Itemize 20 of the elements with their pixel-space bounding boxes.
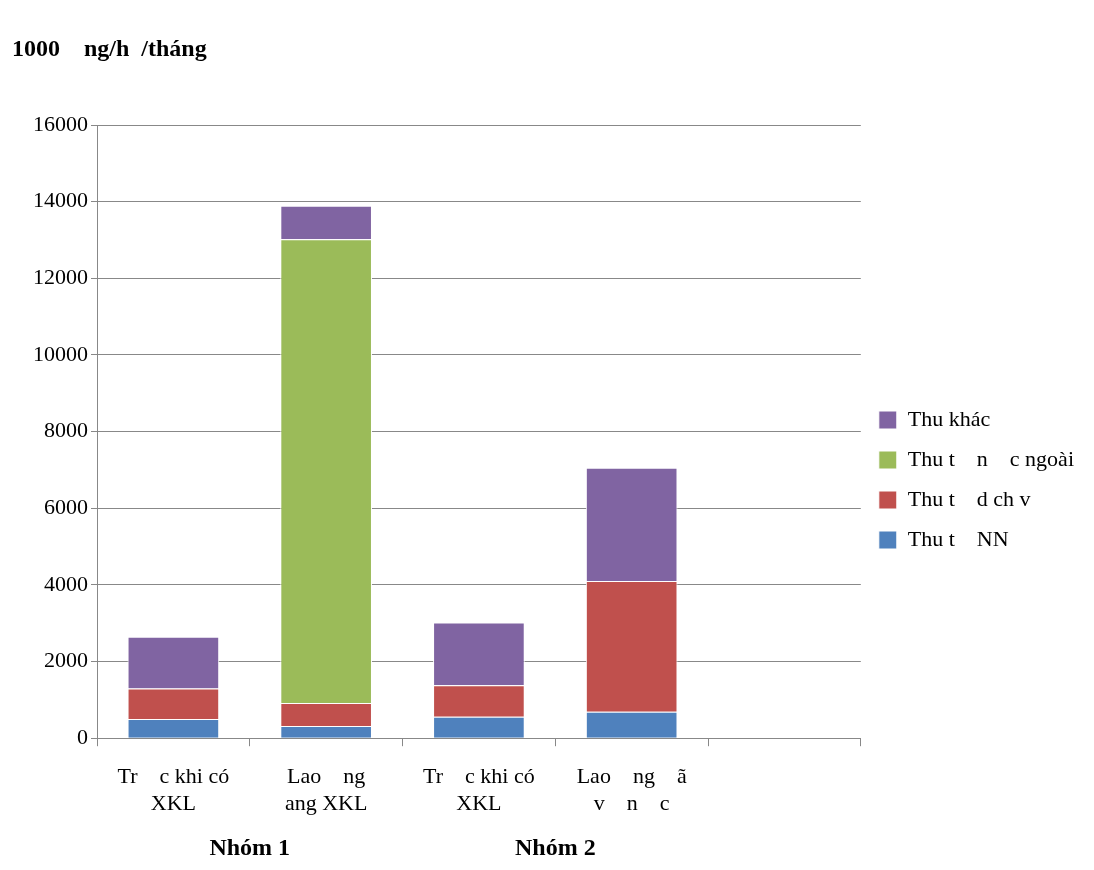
y-tick-label: 2000 [44,647,88,673]
y-tick-label: 6000 [44,494,88,520]
y-axis-title: 1000 ng/h /tháng [12,35,207,62]
y-tick-label: 16000 [33,110,88,136]
y-tick-label: 4000 [44,570,88,596]
text: Nhóm 1 [209,834,291,861]
x-tick-label: Tr c khi có XKL [117,763,230,815]
y-tick-label: 0 [77,723,88,749]
y-tick-label: 8000 [44,417,88,443]
text: Nhóm 2 [514,834,596,861]
x-tick-label: Tr c khi có XKL [423,763,535,815]
x-tick-label: Lao ng ang XKL [284,763,368,815]
x-tick-label: Lao ng ã v n c [576,763,687,815]
legend-label: Thu khác [907,405,991,431]
y-tick-label: 10000 [33,340,88,366]
legend-label: Thu t NN [907,525,1009,551]
y-tick-label: 14000 [33,187,88,213]
y-tick-label: 12000 [33,264,88,290]
legend-label: Thu t n c ngoài [907,445,1075,471]
legend-label: Thu t d ch v [907,485,1031,511]
